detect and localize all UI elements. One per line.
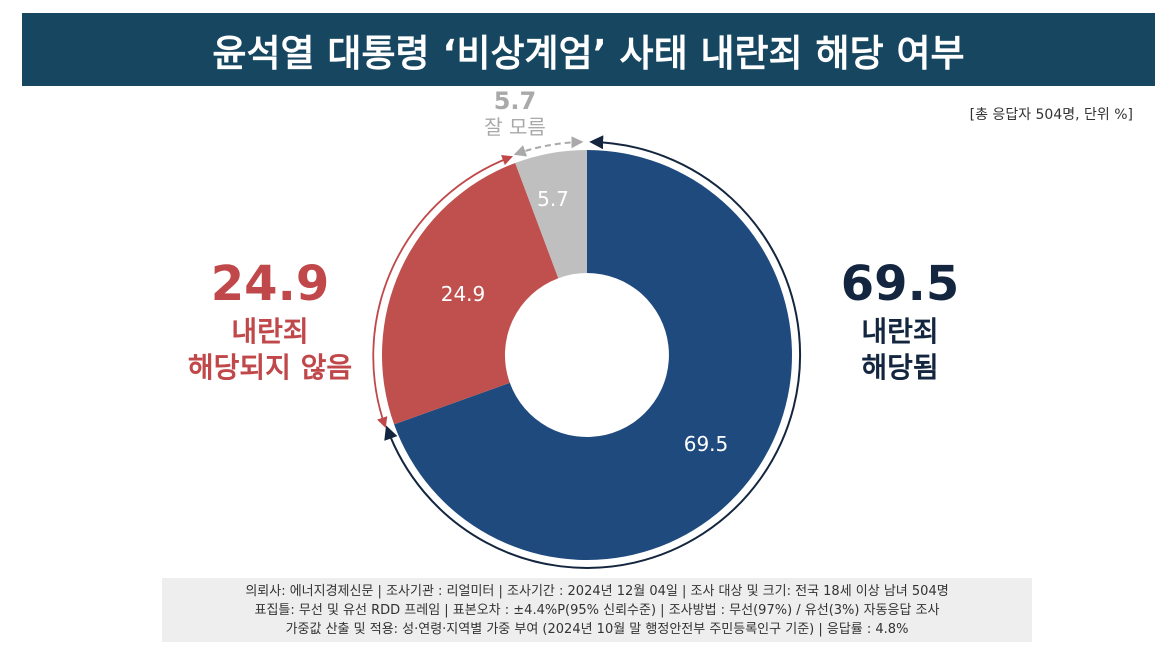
callout-yes-value: 69.5 xyxy=(840,256,960,312)
callout-yes: 69.5 내란죄 해당됨 xyxy=(800,258,1000,386)
callout-yes-label-line2: 해당됨 xyxy=(861,351,939,384)
survey-methodology-footer: 의뢰사: 에너지경제신문 | 조사기관 : 리얼미터 | 조사기간 : 2024… xyxy=(162,578,1032,642)
callout-no-value: 24.9 xyxy=(210,256,330,312)
callout-unknown: 5.7 잘 모름 xyxy=(470,88,560,140)
arc-no-arrow xyxy=(372,155,514,429)
callout-yes-label-line1: 내란죄 xyxy=(861,315,939,348)
page-title: 윤석열 대통령 ‘비상계엄’ 사태 내란죄 해당 여부 xyxy=(212,31,965,75)
slice-label-no: 24.9 xyxy=(441,282,486,306)
footer-line-2: 표집틀: 무선 및 유선 RDD 프레임 | 표본오차 : ±4.4%P(95%… xyxy=(254,602,940,618)
callout-no-label-line1: 내란죄 xyxy=(231,315,309,348)
footer-line-3: 가중값 산출 및 적용: 성·연령·지역별 가중 부여 (2024년 10월 말… xyxy=(285,621,909,637)
arc-yes-arrow xyxy=(384,135,802,569)
respondent-note: [총 응답자 504명, 단위 %] xyxy=(969,107,1133,123)
title-bar: 윤석열 대통령 ‘비상계엄’ 사태 내란죄 해당 여부 xyxy=(22,13,1155,86)
footer-line-1: 의뢰사: 에너지경제신문 | 조사기관 : 리얼미터 | 조사기간 : 2024… xyxy=(245,583,949,599)
slice-label-unknown: 5.7 xyxy=(537,187,569,211)
callout-unknown-label: 잘 모름 xyxy=(484,115,546,139)
callout-no: 24.9 내란죄 해당되지 않음 xyxy=(170,258,370,386)
callout-no-label-line2: 해당되지 않음 xyxy=(187,351,353,384)
slice-label-yes: 69.5 xyxy=(684,432,729,456)
callout-unknown-value: 5.7 xyxy=(493,87,537,115)
slice-yes xyxy=(394,150,792,560)
arc-unknown-arrow xyxy=(513,136,584,157)
